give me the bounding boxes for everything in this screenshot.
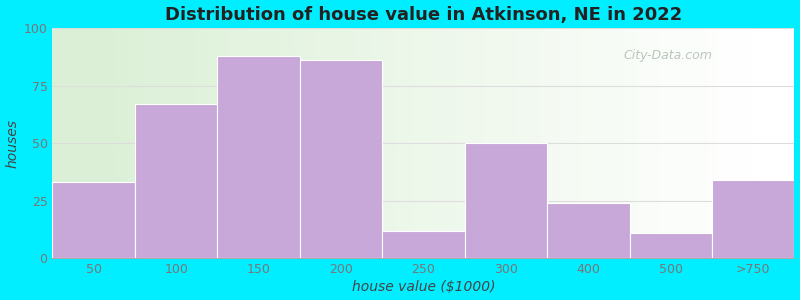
Y-axis label: houses: houses: [6, 119, 19, 168]
Bar: [218, 56, 300, 258]
Bar: [382, 231, 465, 258]
Bar: [53, 182, 135, 258]
Bar: [300, 60, 382, 258]
Bar: [630, 233, 712, 258]
Bar: [465, 143, 547, 258]
Bar: [547, 203, 630, 258]
Bar: [712, 180, 794, 258]
Title: Distribution of house value in Atkinson, NE in 2022: Distribution of house value in Atkinson,…: [165, 6, 682, 24]
Text: City-Data.com: City-Data.com: [624, 49, 713, 62]
X-axis label: house value ($1000): house value ($1000): [352, 280, 495, 294]
Bar: [135, 104, 218, 258]
